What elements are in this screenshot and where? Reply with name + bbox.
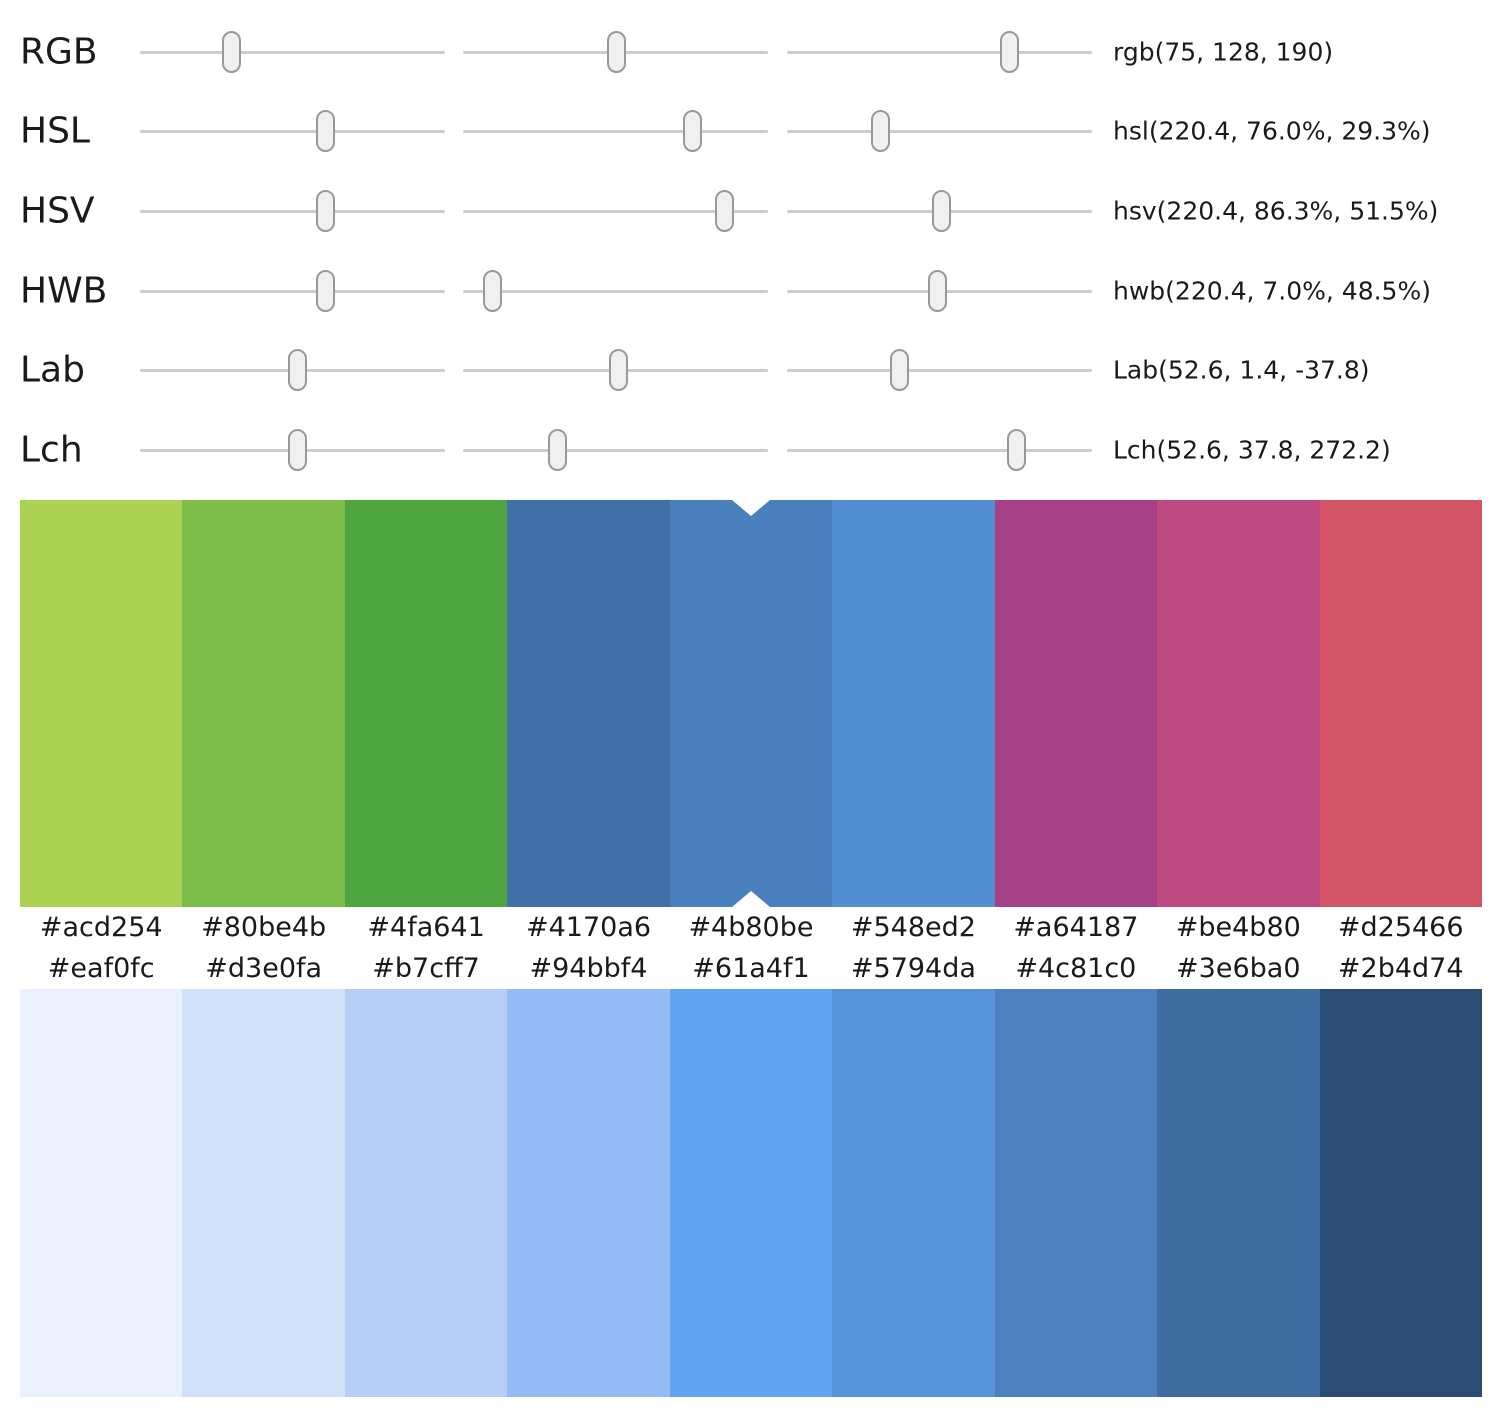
- hsl-slider-thumb-2[interactable]: [682, 110, 702, 152]
- tint-hex-label-3: #94bbf4: [529, 953, 648, 984]
- hsv-slider-thumb-1[interactable]: [315, 190, 335, 232]
- hue-swatch-1[interactable]: [182, 500, 345, 907]
- lch-slider-thumb-2[interactable]: [548, 429, 568, 471]
- hue-swatch-7[interactable]: [1157, 500, 1320, 907]
- tint-palette: [20, 989, 1482, 1397]
- tint-hex-label-0: #eaf0fc: [47, 953, 155, 984]
- hwb-slider-thumb-2[interactable]: [483, 270, 503, 312]
- rgb-slider-thumb-3[interactable]: [1000, 31, 1020, 73]
- hwb-slider-track-line-1: [140, 289, 445, 293]
- hue-swatch-0[interactable]: [20, 500, 183, 907]
- lab-slider-thumb-2[interactable]: [609, 349, 629, 391]
- lab-value-readout: Lab(52.6, 1.4, -37.8): [1113, 355, 1370, 385]
- lch-slider-thumb-1[interactable]: [288, 429, 308, 471]
- tint-hex-label-4: #61a4f1: [692, 953, 810, 984]
- tint-hex-label-8: #2b4d74: [1337, 953, 1464, 984]
- hwb-slider-track-line-2: [463, 289, 768, 293]
- hue-hex-label-row: #acd254 #80be4b #4fa641 #4170a6 #4b80be #548e…: [20, 907, 1482, 948]
- tint-hex-label-1: #d3e0fa: [205, 953, 323, 984]
- tint-swatch-0[interactable]: [20, 989, 183, 1397]
- hue-swatch-6[interactable]: [994, 500, 1158, 907]
- tint-swatch-7[interactable]: [1157, 989, 1320, 1397]
- rgb-slider-track-line-1: [140, 50, 445, 54]
- slider-label-lch: Lch: [20, 429, 83, 471]
- tint-hex-label-7: #3e6ba0: [1176, 953, 1301, 984]
- hwb-slider-thumb-1[interactable]: [315, 270, 335, 312]
- hue-hex-label-1: #80be4b: [201, 912, 327, 943]
- lab-slider-thumb-1[interactable]: [288, 349, 308, 391]
- tint-hex-label-6: #4c81c0: [1015, 953, 1137, 984]
- hsl-slider-thumb-3[interactable]: [870, 110, 890, 152]
- tint-swatch-3[interactable]: [507, 989, 670, 1397]
- hue-hex-label-8: #d25466: [1337, 912, 1464, 943]
- slider-label-rgb: RGB: [20, 31, 98, 73]
- tint-swatch-6[interactable]: [994, 989, 1158, 1397]
- hsv-value-readout: hsv(220.4, 86.3%, 51.5%): [1113, 196, 1439, 226]
- hue-hex-label-5: #548ed2: [850, 912, 976, 943]
- hue-swatch-4[interactable]: [669, 500, 833, 907]
- hsl-slider-track-line-3: [787, 129, 1092, 133]
- hwb-slider-thumb-3[interactable]: [927, 270, 947, 312]
- hsl-slider-thumb-1[interactable]: [315, 110, 335, 152]
- slider-label-hwb: HWB: [20, 270, 108, 312]
- rgb-slider-thumb-1[interactable]: [222, 31, 241, 73]
- hwb-value-readout: hwb(220.4, 7.0%, 48.5%): [1113, 276, 1431, 306]
- lch-slider-track-line-2: [463, 448, 768, 452]
- slider-label-hsl: HSL: [20, 110, 90, 152]
- hue-hex-label-4: #4b80be: [688, 912, 814, 943]
- rgb-slider-thumb-2[interactable]: [606, 31, 626, 73]
- selected-color-notch-top-icon: [731, 500, 770, 516]
- hue-hex-label-6: #a64187: [1013, 912, 1139, 943]
- hue-hex-label-7: #be4b80: [1175, 912, 1301, 943]
- slider-label-hsv: HSV: [20, 190, 95, 232]
- hue-hex-label-0: #acd254: [39, 912, 163, 943]
- lab-slider-thumb-3[interactable]: [890, 349, 910, 391]
- hue-swatch-2[interactable]: [344, 500, 508, 907]
- tint-swatch-4[interactable]: [669, 989, 833, 1397]
- hsl-slider-track-line-1: [140, 129, 445, 133]
- tint-hex-label-2: #b7cff7: [372, 953, 480, 984]
- lch-slider-track-line-3: [787, 448, 1092, 452]
- selected-color-notch-bottom-icon: [731, 891, 770, 907]
- tint-swatch-1[interactable]: [182, 989, 345, 1397]
- rgb-slider-track-line-3: [787, 50, 1092, 54]
- tint-hex-label-5: #5794da: [850, 953, 976, 984]
- rgb-value-readout: rgb(75, 128, 190): [1113, 37, 1334, 67]
- hue-hex-label-3: #4170a6: [526, 912, 652, 943]
- hue-swatch-3[interactable]: [507, 500, 670, 907]
- lab-slider-track-line-3: [787, 368, 1092, 372]
- hsl-slider-track-line-2: [463, 129, 768, 133]
- tint-swatch-2[interactable]: [344, 989, 508, 1397]
- lch-value-readout: Lch(52.6, 37.8, 272.2): [1113, 435, 1391, 465]
- lch-slider-thumb-3[interactable]: [1007, 429, 1027, 471]
- hue-swatch-5[interactable]: [832, 500, 995, 907]
- hsv-slider-thumb-3[interactable]: [931, 190, 951, 232]
- hsv-slider-track-line-2: [463, 209, 768, 213]
- hsl-value-readout: hsl(220.4, 76.0%, 29.3%): [1113, 116, 1431, 146]
- tint-hex-label-row: #eaf0fc #d3e0fa #b7cff7 #94bbf4 #61a4f1 #5794…: [20, 948, 1482, 989]
- hue-palette: [20, 500, 1482, 907]
- hsv-slider-thumb-2[interactable]: [714, 190, 734, 232]
- hsv-slider-track-line-1: [140, 209, 445, 213]
- hue-hex-label-2: #4fa641: [367, 912, 485, 943]
- tint-swatch-8[interactable]: [1319, 989, 1482, 1397]
- slider-label-lab: Lab: [20, 349, 85, 391]
- tint-swatch-5[interactable]: [832, 989, 995, 1397]
- hue-swatch-8[interactable]: [1319, 500, 1482, 907]
